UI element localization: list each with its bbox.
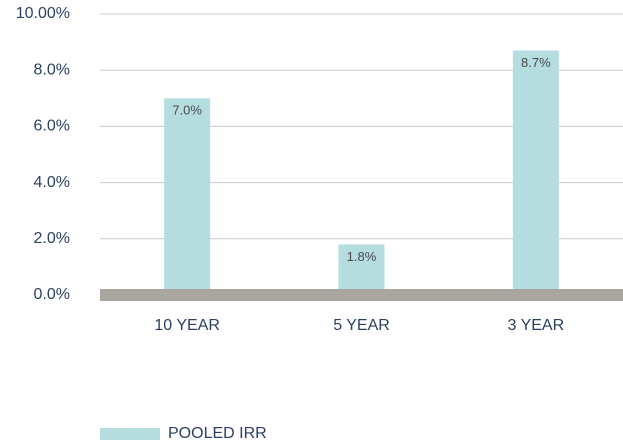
bar	[338, 244, 385, 295]
value-label: 8.7%	[521, 55, 551, 70]
legend-label: POOLED IRR	[168, 425, 267, 442]
axis-baseline	[100, 289, 623, 301]
value-label: 1.8%	[347, 249, 377, 264]
y-tick-label: 4.0%	[34, 174, 70, 191]
value-label: 7.0%	[172, 103, 202, 118]
x-tick-label: 10 YEAR	[154, 317, 220, 334]
y-tick-label: 0.0%	[34, 286, 70, 303]
y-tick-label: 10.00%	[16, 5, 70, 22]
bar	[164, 98, 211, 295]
y-tick-label: 6.0%	[34, 118, 70, 135]
x-tick-label: 3 YEAR	[508, 317, 565, 334]
y-tick-label: 2.0%	[34, 230, 70, 247]
x-tick-label: 5 YEAR	[333, 317, 390, 334]
bar	[512, 50, 559, 295]
legend-swatch	[100, 428, 160, 440]
y-tick-label: 8.0%	[34, 61, 70, 78]
